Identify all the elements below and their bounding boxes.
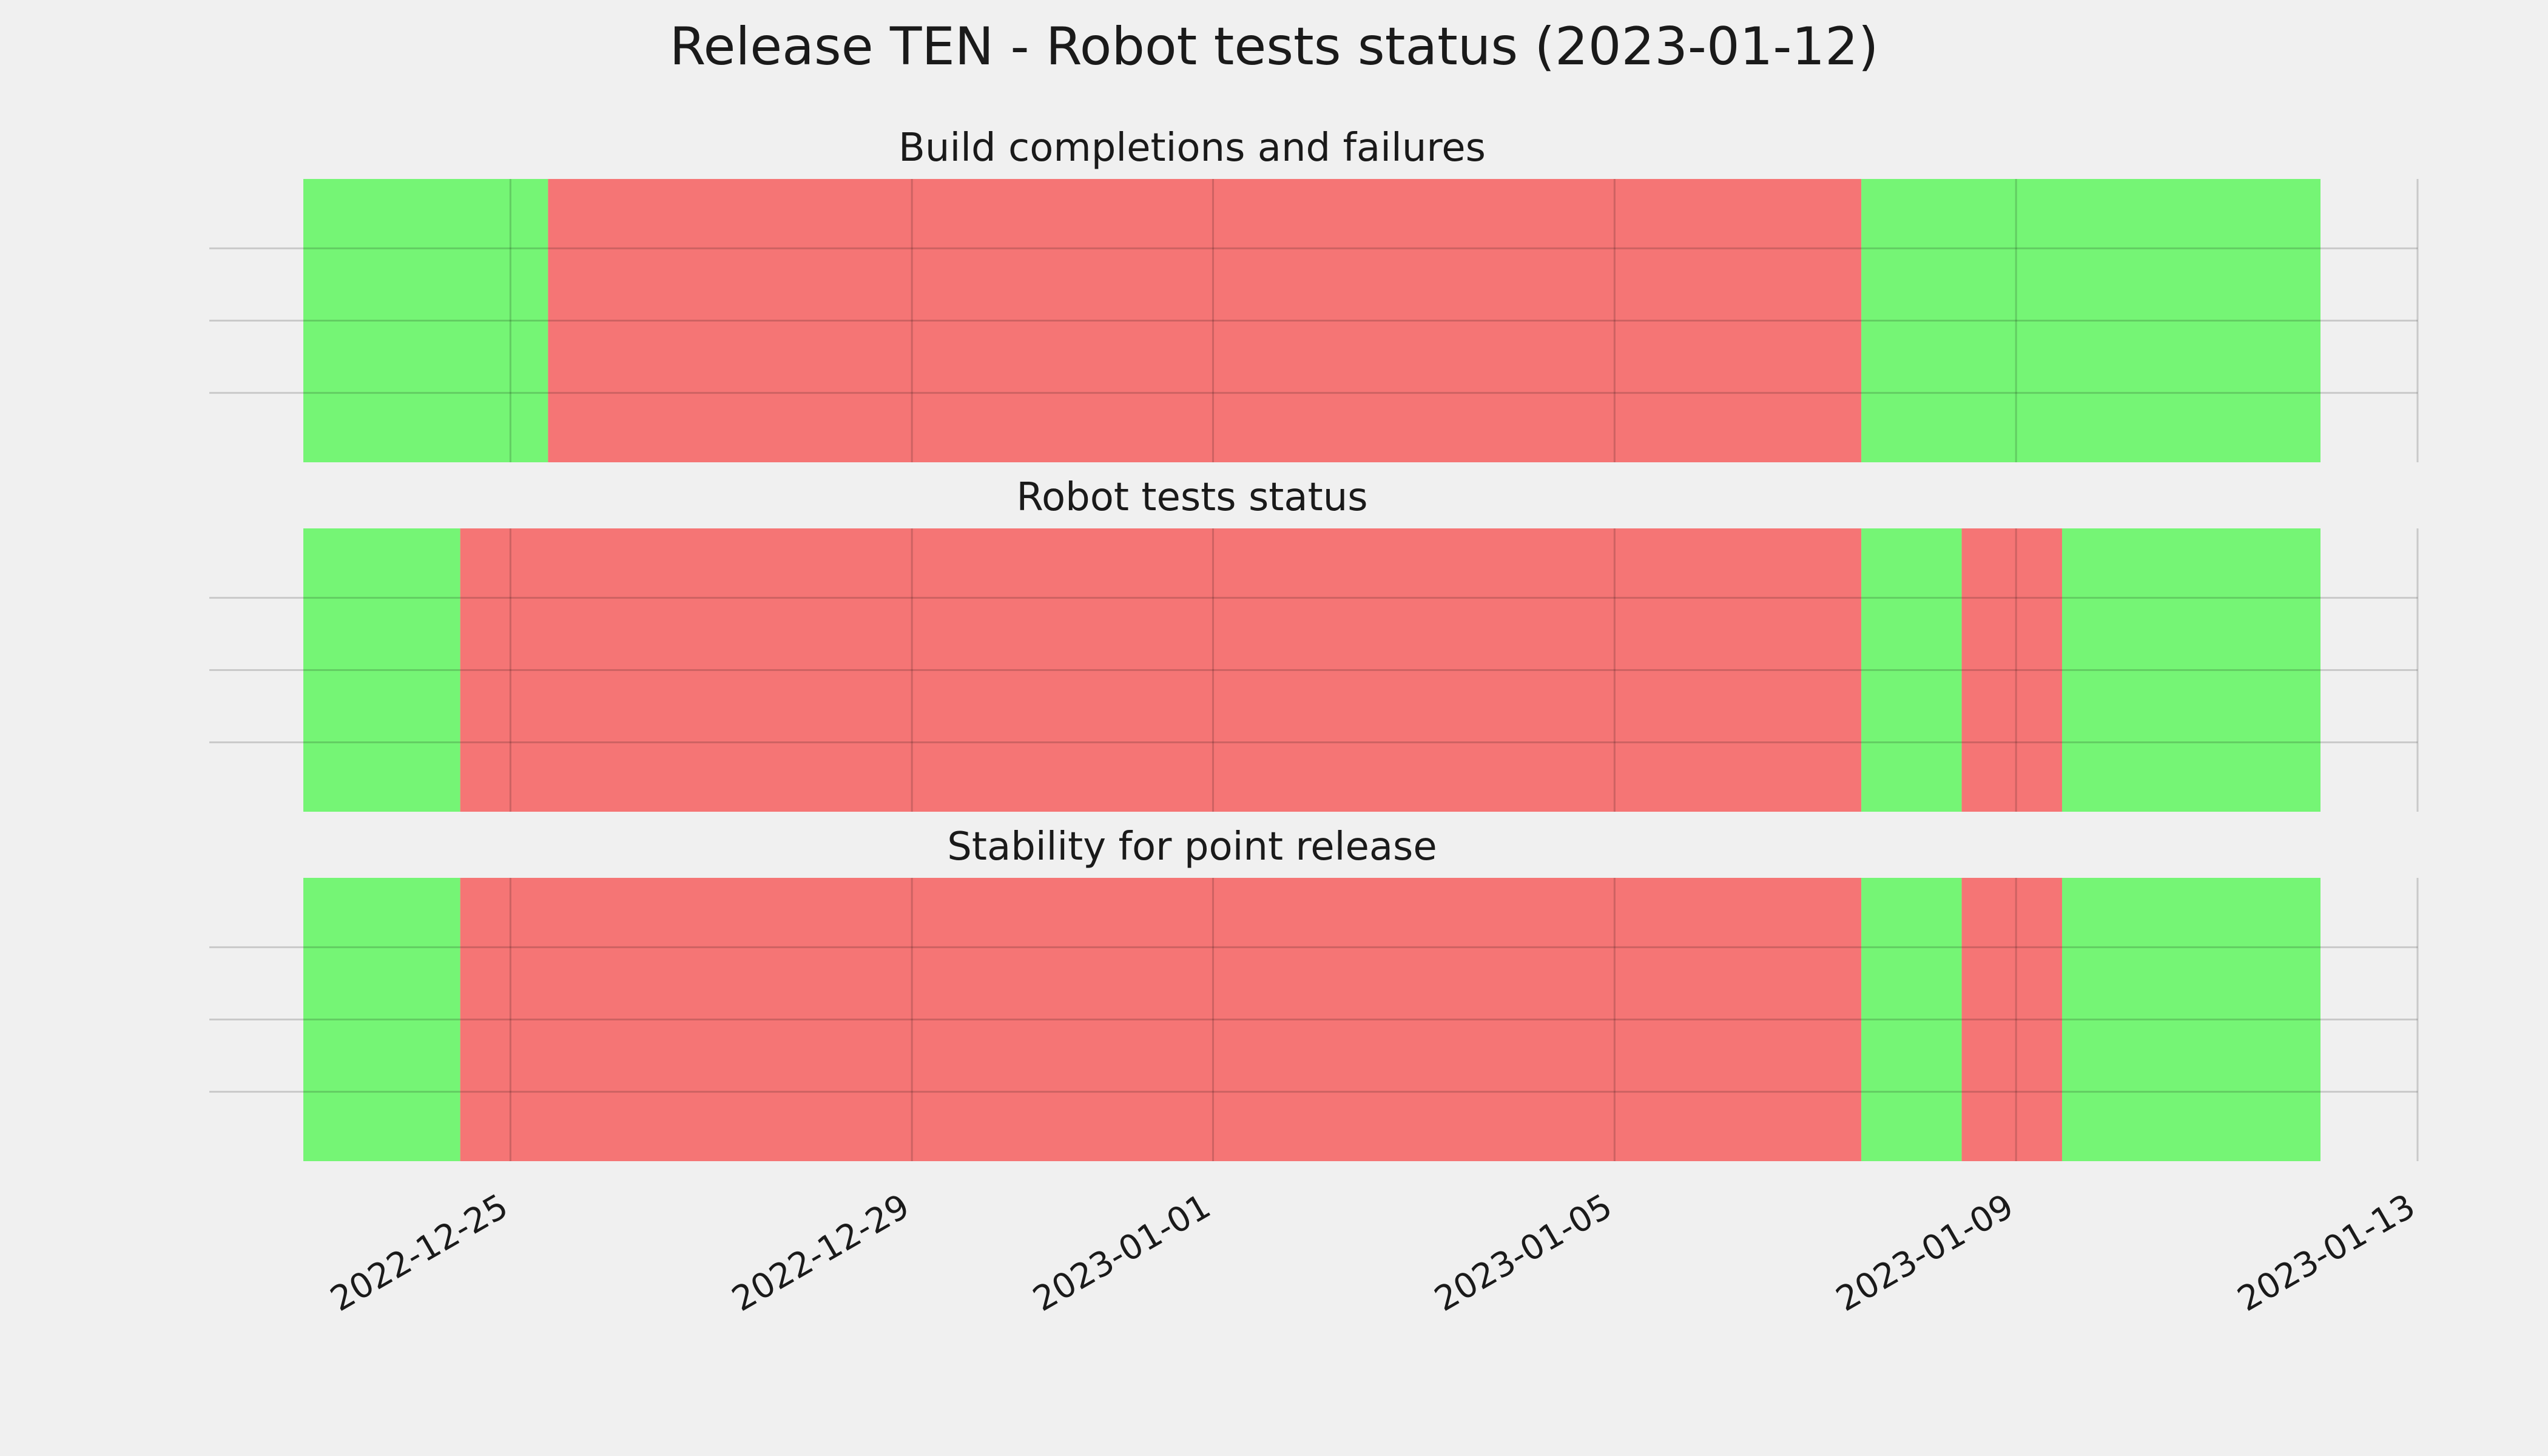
panel-title: Stability for point release xyxy=(947,824,1437,869)
status-segment-fail xyxy=(548,179,1862,462)
status-segment-pass xyxy=(2062,878,2320,1161)
figure-title: Release TEN - Robot tests status (2023-0… xyxy=(670,16,1879,77)
timeline-panel: Build completions and failures xyxy=(209,126,2419,462)
status-segment-fail xyxy=(460,878,1862,1161)
status-segment-pass xyxy=(303,179,548,462)
panel-title: Build completions and failures xyxy=(898,126,1486,170)
status-segment-fail xyxy=(1961,878,2063,1161)
panel-title: Robot tests status xyxy=(1016,475,1367,520)
status-segment-fail xyxy=(1961,528,2063,812)
status-segment-pass xyxy=(2062,528,2320,812)
status-segment-pass xyxy=(303,528,460,812)
status-segment-pass xyxy=(1861,528,1962,812)
status-segment-pass xyxy=(1861,878,1962,1161)
timeline-panel: Stability for point release xyxy=(209,824,2419,1161)
panels: Build completions and failures Robot test… xyxy=(209,126,2422,1320)
status-segment-fail xyxy=(460,528,1862,812)
status-segment-pass xyxy=(1861,179,2320,462)
timeline-panel: Robot tests status xyxy=(209,475,2419,812)
status-segment-pass xyxy=(303,878,460,1161)
